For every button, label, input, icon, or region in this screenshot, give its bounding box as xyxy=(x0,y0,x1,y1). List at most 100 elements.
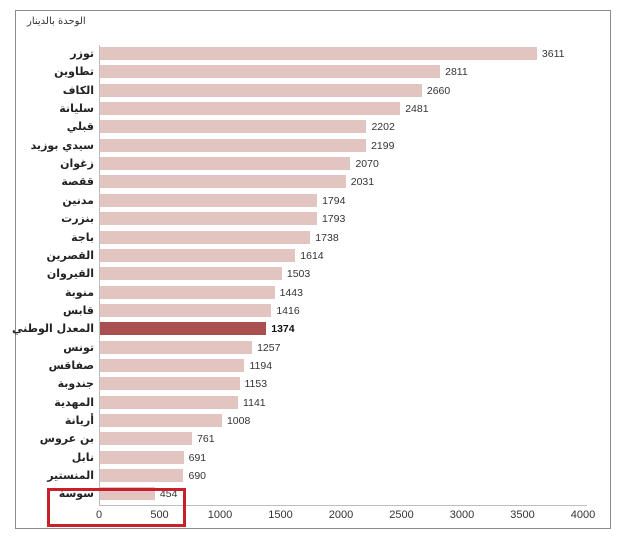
x-tick-label: 2000 xyxy=(328,509,354,521)
value-label: 691 xyxy=(188,451,207,464)
bar-row: القيروان 1503 xyxy=(0,265,620,283)
category-label: المهدية xyxy=(54,395,94,409)
value-label: 2070 xyxy=(355,158,379,171)
value-label: 1794 xyxy=(322,194,346,207)
bar-row: أريانة 1008 xyxy=(0,412,620,430)
value-label: 690 xyxy=(188,470,207,483)
value-label: 1374 xyxy=(271,323,295,336)
value-label: 1503 xyxy=(286,268,311,281)
value-label: 1141 xyxy=(243,396,266,409)
x-tick-label: 4000 xyxy=(570,509,596,521)
bar-row: قبلي 2202 xyxy=(0,118,620,136)
bar-row: سيدي بوزيد 2199 xyxy=(0,137,620,155)
category-label: القصرين xyxy=(46,248,94,262)
chart-frame xyxy=(15,10,611,529)
x-tick-label: 2500 xyxy=(389,509,414,521)
value-label: 454 xyxy=(159,488,178,501)
value-label: 1614 xyxy=(300,249,324,262)
bar xyxy=(100,248,296,262)
bar-row: المنستير 690 xyxy=(0,467,620,485)
bar xyxy=(100,157,351,171)
category-label: بن عروس xyxy=(39,432,94,446)
category-label: تونس xyxy=(63,340,94,354)
category-label: المعدل الوطني xyxy=(12,322,94,336)
x-tick-label: 500 xyxy=(150,509,169,521)
category-label: صفاقس xyxy=(48,358,94,372)
bar-row: باجة 1738 xyxy=(0,229,620,247)
bar xyxy=(100,285,275,299)
bar-row: سليانة 2481 xyxy=(0,100,620,118)
bar xyxy=(100,193,318,207)
value-label: 2199 xyxy=(371,139,395,152)
bar-row: تطاوين 2811 xyxy=(0,63,620,81)
bar xyxy=(100,432,193,446)
value-label: 1416 xyxy=(276,304,300,317)
bar xyxy=(100,138,367,152)
value-label: 1257 xyxy=(257,341,281,354)
value-label: 1793 xyxy=(321,213,346,226)
bar xyxy=(100,377,240,391)
national-average-bar xyxy=(100,322,267,336)
bar-row: المهدية 1141 xyxy=(0,394,620,412)
value-label: 1738 xyxy=(315,231,339,244)
bar-row: الكاف 2660 xyxy=(0,82,620,100)
unit-label: الوحدة بالدينار xyxy=(27,16,86,27)
bar xyxy=(100,65,441,79)
bar xyxy=(100,47,537,60)
x-tick-label: 0 xyxy=(95,509,103,521)
bar xyxy=(100,450,184,464)
bar xyxy=(100,120,367,134)
x-tick-label: 3500 xyxy=(510,509,535,521)
value-label: 2031 xyxy=(350,176,375,189)
y-axis-line xyxy=(99,45,100,506)
bar-row: جندوبة 1153 xyxy=(0,375,620,393)
category-label: منوبة xyxy=(65,285,94,299)
value-label: 1153 xyxy=(244,378,268,391)
category-label: بنزرت xyxy=(61,212,94,226)
bar-row: زغوان 2070 xyxy=(0,155,620,173)
value-label: 761 xyxy=(197,433,215,446)
value-label: 1194 xyxy=(249,359,273,372)
value-label: 2202 xyxy=(371,121,395,134)
bar xyxy=(100,83,422,97)
bar-row: توزر 3611 xyxy=(0,45,620,63)
bar-row: ققصة 2031 xyxy=(0,173,620,191)
value-label: 1008 xyxy=(226,415,251,427)
x-tick-label: 1500 xyxy=(268,509,293,521)
bar-row: قابس 1416 xyxy=(0,302,620,320)
bar-row: بنزرت 1793 xyxy=(0,210,620,228)
category-label: القيروان xyxy=(46,267,94,281)
category-label: قابس xyxy=(62,303,94,317)
category-label: أريانة xyxy=(64,414,94,427)
bar xyxy=(100,358,245,372)
value-label: 2811 xyxy=(445,66,468,79)
bar-row: نابل 691 xyxy=(0,449,620,467)
category-label: مدنين xyxy=(62,193,94,207)
category-label: سيدي بوزيد xyxy=(30,138,94,152)
category-label: سليانة xyxy=(59,102,94,116)
category-label: جندوبة xyxy=(57,377,94,391)
bar-row: المعدل الوطني 1374 xyxy=(0,320,620,338)
bar xyxy=(100,102,401,116)
x-tick-label: 3000 xyxy=(449,509,475,521)
highlight-box xyxy=(47,488,186,527)
bar xyxy=(100,340,253,354)
category-label: ققصة xyxy=(61,175,94,189)
bar xyxy=(100,414,222,427)
bar xyxy=(100,212,317,226)
x-tick-label: 1000 xyxy=(207,509,233,521)
category-label: نابل xyxy=(71,450,94,464)
category-label: تطاوين xyxy=(54,65,94,79)
category-label: الكاف xyxy=(62,83,94,97)
bar xyxy=(100,267,282,281)
value-label: 2481 xyxy=(405,103,429,116)
category-label: المنستير xyxy=(47,469,94,483)
category-label: قبلي xyxy=(66,120,94,134)
value-label: 1443 xyxy=(279,286,303,299)
bar xyxy=(100,395,239,409)
bar xyxy=(100,469,184,483)
bar xyxy=(100,230,311,244)
bar-row: بن عروس 761 xyxy=(0,430,620,448)
category-label: توزر xyxy=(70,47,94,60)
bar xyxy=(100,303,272,317)
